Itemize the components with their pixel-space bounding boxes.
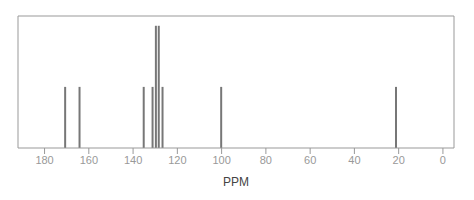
svg-text:PPM: PPM: [223, 175, 249, 189]
svg-text:120: 120: [168, 154, 186, 166]
svg-text:180: 180: [35, 154, 53, 166]
svg-text:100: 100: [212, 154, 230, 166]
svg-text:0: 0: [440, 154, 446, 166]
svg-text:20: 20: [393, 154, 405, 166]
svg-text:40: 40: [348, 154, 360, 166]
svg-text:60: 60: [304, 154, 316, 166]
svg-text:160: 160: [80, 154, 98, 166]
svg-text:140: 140: [124, 154, 142, 166]
svg-text:80: 80: [260, 154, 272, 166]
